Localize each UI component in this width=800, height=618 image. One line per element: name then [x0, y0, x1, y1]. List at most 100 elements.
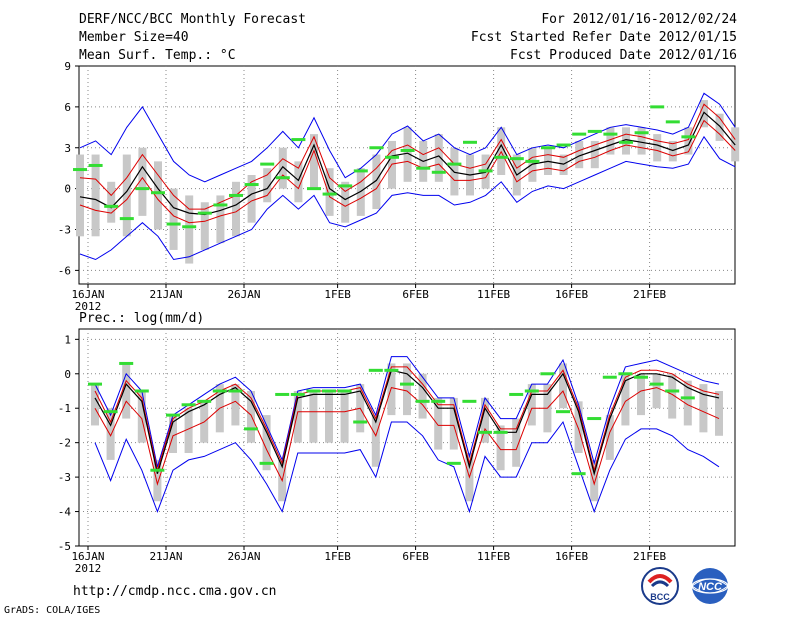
panel2-range-box [512, 418, 521, 467]
panel1-y-tick-label: -3 [58, 224, 71, 237]
panel2-range-box [637, 373, 645, 416]
fcst-produced-date: Fcst Produced Date 2012/01/16 [510, 48, 737, 63]
panel2-series-min-line [94, 420, 720, 514]
panel1-y-tick-label: 9 [64, 60, 71, 73]
panel1-series-upper-line [79, 103, 736, 210]
panel2-x-tick-label: 26JAN [227, 550, 260, 563]
panel1-range-box [169, 188, 178, 250]
panel2-x-tick-label: 1FEB [324, 550, 351, 563]
panel2-range-box [590, 459, 599, 502]
panel1-range-box [684, 127, 693, 155]
panel1-range-box [590, 140, 599, 169]
panel2-range-box [621, 373, 630, 426]
panel2-range-box [122, 363, 131, 419]
panel1-range-box [668, 140, 677, 162]
panel2-x-tick-label: 16JAN [71, 550, 104, 563]
panel1-range-box [294, 161, 303, 203]
panel2-range-box [559, 363, 567, 409]
panel2-x-tick-label: 21FEB [633, 550, 666, 563]
bcc-logo: BCC [641, 567, 679, 605]
ncc-logo-text: NCC [698, 581, 723, 593]
panel2-range-box [699, 384, 708, 433]
bcc-logo-text: BCC [650, 592, 670, 602]
panel1-x-tick-label: 16JAN [71, 288, 104, 301]
panel2-range-box [325, 391, 333, 443]
panel2-range-box [340, 391, 349, 443]
panel1-series-lower-line [79, 119, 736, 224]
panel1-range-box [325, 168, 334, 216]
panel2-range-box [371, 415, 380, 467]
panel2-range-box [418, 373, 427, 419]
panel2-range-box [449, 397, 458, 450]
panel1-y-tick-label: 0 [64, 183, 71, 196]
panel2-y-tick-label: -2 [58, 437, 71, 450]
panel1-range-box [434, 134, 443, 182]
panel1-range-box [372, 154, 381, 210]
panel1-y-tick-label: 6 [64, 101, 71, 114]
panel1-range-box [216, 195, 225, 244]
panel1-x-tick-label: 21FEB [633, 288, 666, 301]
panel2-y-tick-label: -5 [58, 540, 71, 553]
panel2-series-max-line [94, 356, 720, 467]
forecast-period: For 2012/01/16-2012/02/24 [541, 12, 737, 27]
panel2-x-tick-year: 2012 [75, 562, 102, 575]
variable-label: Mean Surf. Temp.: °C [79, 48, 236, 63]
panel2-y-tick-label: -1 [58, 402, 71, 415]
fcst-started-date: Fcst Started Refer Date 2012/01/15 [470, 30, 737, 45]
panel2-range-box [387, 363, 396, 416]
panel2-series-upper-line [94, 366, 720, 473]
panel1-range-box [232, 181, 240, 237]
panel1-range-box [263, 168, 272, 203]
panel1-range-box [154, 161, 162, 230]
panel1-y-tick-label: -6 [58, 264, 71, 277]
panel2-y-tick-label: -4 [58, 506, 72, 519]
panel2-x-tick-label: 6FEB [402, 550, 429, 563]
panel1-x-tick-label: 11FEB [477, 288, 510, 301]
panel2-range-box [106, 408, 115, 460]
panel2-range-box [605, 415, 614, 460]
panel1-x-tick-label: 16FEB [555, 288, 588, 301]
panel1-series-mean-line [79, 111, 736, 216]
source-url[interactable]: http://cmdp.ncc.cma.gov.cn [73, 584, 277, 599]
panel2-range-box [574, 401, 583, 453]
panel1-series-max-line [79, 92, 736, 183]
panel2-plot-frame [78, 328, 736, 547]
panel2-range-box [481, 397, 489, 443]
panel2-range-box [137, 391, 146, 443]
chart-title: DERF/NCC/BCC Monthly Forecast [79, 12, 306, 27]
panel1-range-box [76, 154, 84, 237]
panel2-range-box [262, 415, 271, 471]
panel2-range-box [668, 373, 677, 419]
panel1-range-box [715, 113, 724, 141]
panel2-range-box [169, 415, 177, 453]
panel2-range-box [403, 363, 411, 416]
panel2-range-box [91, 384, 99, 426]
panel1-range-box [559, 154, 568, 175]
panel1-range-box [403, 127, 412, 182]
panel2-range-box [184, 408, 193, 453]
panel2-x-tick-label: 21JAN [149, 550, 182, 563]
panel1-range-box [122, 154, 131, 237]
panel2-range-box [247, 391, 255, 443]
panel1-x-tick-label: 6FEB [402, 288, 429, 301]
panel1-x-tick-year: 2012 [75, 300, 102, 313]
panel1-range-box [185, 195, 194, 264]
panel1-range-box [278, 147, 287, 189]
panel1-series-min-line [79, 135, 736, 261]
panel2-range-box [309, 391, 318, 443]
panel1-x-tick-label: 21JAN [149, 288, 182, 301]
panel2-range-box [715, 391, 723, 436]
panel2-y-tick-label: 0 [64, 368, 71, 381]
panel1-range-box [107, 181, 116, 223]
panel2-range-box [434, 397, 443, 450]
panel2-y-tick-label: 1 [64, 333, 71, 346]
panel1-range-box [341, 181, 350, 223]
panel2-range-box [153, 459, 162, 502]
panel2-range-box [683, 380, 692, 426]
grads-credit: GrADS: COLA/IGES [4, 605, 101, 616]
panel2-series-lower-line [94, 387, 720, 486]
panel2-x-tick-label: 11FEB [477, 550, 510, 563]
panel1-range-box [606, 127, 615, 155]
member-size-label: Member Size=40 [79, 30, 189, 45]
